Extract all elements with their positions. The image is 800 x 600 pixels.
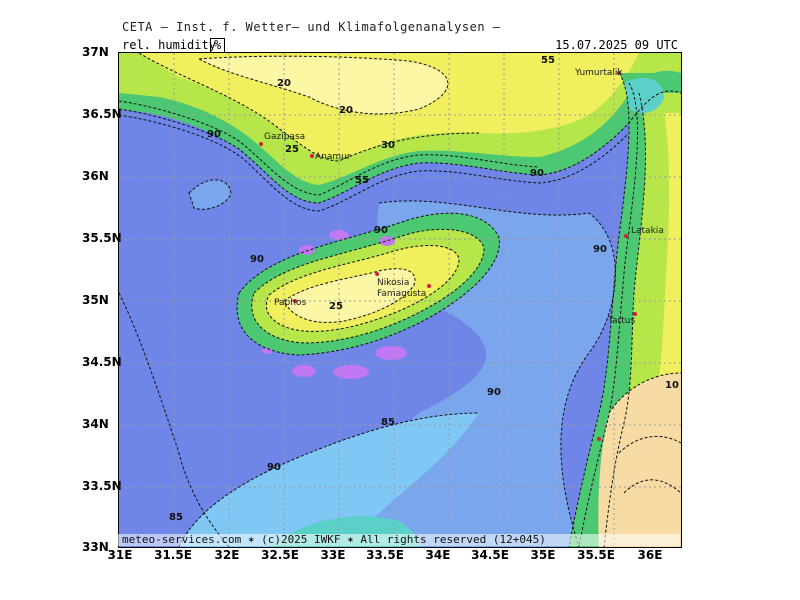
lat-tick: 37N	[82, 45, 109, 59]
lat-tick: 35N	[82, 293, 109, 307]
violet-patch	[379, 236, 395, 246]
lon-tick: 33.5E	[366, 548, 404, 562]
place-label: Tartus	[607, 316, 635, 326]
lat-tick: 34N	[82, 417, 109, 431]
light-blue-zone	[179, 413, 479, 547]
humidity-contours	[119, 53, 681, 547]
lon-tick: 35.5E	[577, 548, 615, 562]
cyprus-dry-core	[284, 268, 415, 323]
humidity-map: Gazipasa Anamur Yumurtalik Latakia Tartu…	[118, 52, 682, 548]
place-label: Nikosia	[377, 278, 409, 288]
lat-tick: 36.5N	[82, 107, 122, 121]
contour-label: 30	[381, 140, 395, 151]
footer-bar: meteo-services.com ✶ (c)2025 IWKF ✶ All …	[118, 533, 680, 546]
place-label: Yumurtalik	[574, 68, 623, 78]
contour-label: 90	[267, 462, 281, 473]
place-label: Anamur	[315, 152, 351, 162]
lon-tick: 32.5E	[261, 548, 299, 562]
contour-label: 90	[593, 244, 607, 255]
contour-label: 90	[207, 129, 221, 140]
valid-time: 15.07.2025 09 UTC	[555, 38, 678, 52]
lon-tick: 35E	[530, 548, 556, 562]
lon-tick: 31E	[107, 548, 133, 562]
map-title: CETA – Inst. f. Wetter– und Klimafolgena…	[122, 20, 501, 34]
lat-tick: 34.5N	[82, 355, 122, 369]
violet-patch	[292, 365, 316, 377]
contour-label: 90	[487, 387, 501, 398]
place-label: Gazipasa	[264, 132, 305, 142]
unit-box: %	[210, 38, 226, 53]
lat-tick: 33.5N	[82, 479, 122, 493]
lon-tick: 36E	[637, 548, 663, 562]
contour-label: 90	[250, 254, 264, 265]
copyright-text: meteo-services.com ✶ (c)2025 IWKF ✶ All …	[122, 533, 546, 546]
contour-label: 25	[285, 144, 299, 155]
lon-tick: 34.5E	[471, 548, 509, 562]
place-label: Paphos	[274, 298, 306, 308]
lat-tick: 36N	[82, 169, 109, 183]
lon-tick: 32E	[214, 548, 240, 562]
west-light-patch	[189, 179, 231, 210]
contour-label: 90	[374, 225, 388, 236]
contour-label: 55	[541, 55, 555, 66]
violet-patch	[375, 346, 407, 360]
lon-tick: 33E	[320, 548, 346, 562]
contour-label: 90	[530, 168, 544, 179]
place-markers	[259, 71, 637, 441]
lon-tick: 34E	[425, 548, 451, 562]
contour-label: 10	[665, 380, 679, 391]
violet-patch	[299, 245, 315, 255]
lebanon-dry-region	[598, 373, 681, 547]
lon-tick: 31.5E	[154, 548, 192, 562]
violet-patch	[333, 365, 369, 379]
lat-tick: 35.5N	[82, 231, 122, 245]
east-yellow	[649, 113, 681, 433]
contour-label: 20	[339, 105, 353, 116]
place-label: Latakia	[631, 226, 664, 236]
variable-label: rel. humidity	[122, 38, 216, 52]
contour-label: 20	[277, 78, 291, 89]
contour-label: 85	[169, 512, 183, 523]
contour-label: 25	[329, 301, 343, 312]
lat-tick: 33N	[82, 540, 109, 554]
contour-label: 85	[381, 417, 395, 428]
north-dry-core	[199, 56, 448, 114]
lat-lon-grid	[119, 53, 681, 547]
contour-label: 55	[355, 175, 369, 186]
east-teal-patch	[624, 78, 664, 114]
place-label: Famagusta	[377, 289, 426, 299]
